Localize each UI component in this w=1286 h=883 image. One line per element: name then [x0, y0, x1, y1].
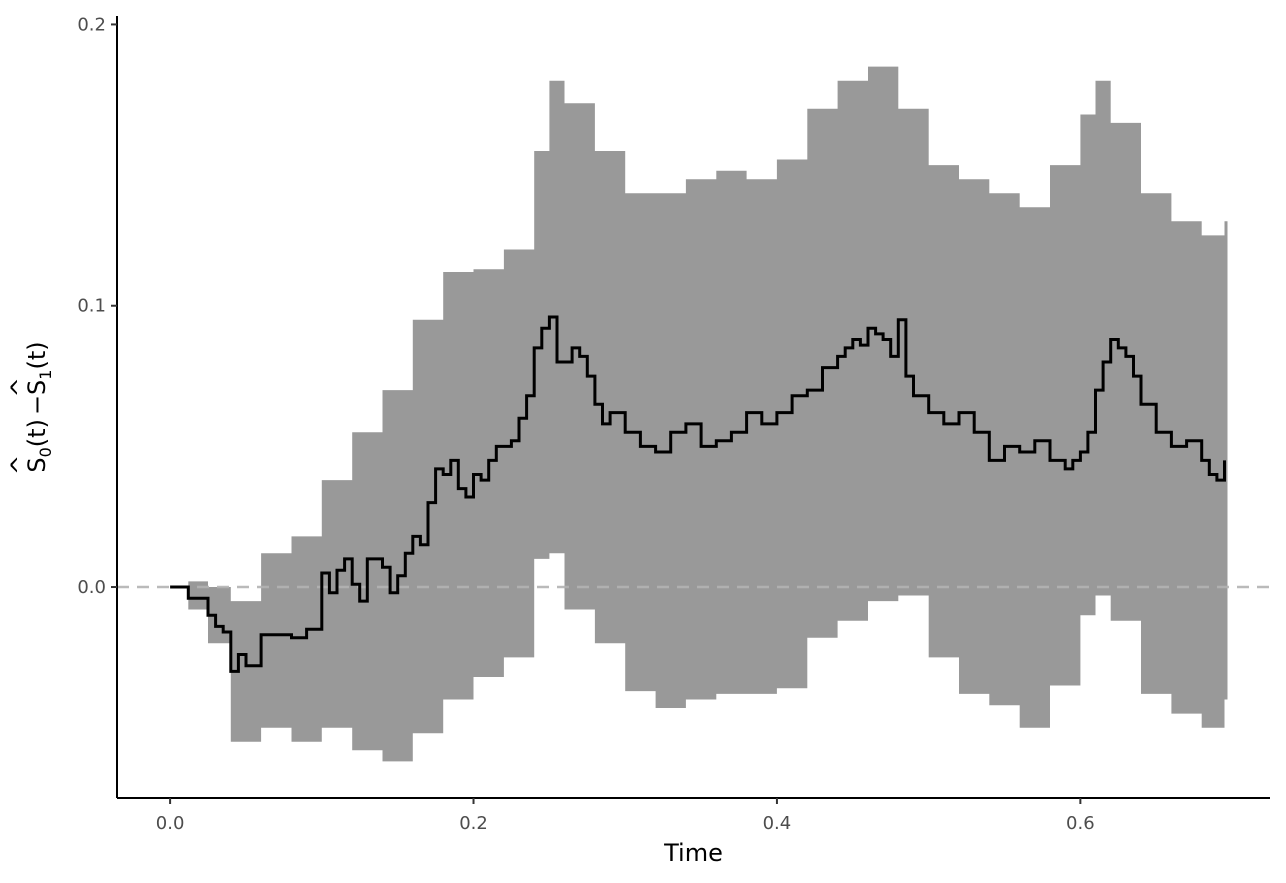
confidence-band-area	[170, 66, 1228, 762]
x-tick-label: 0.2	[459, 813, 488, 834]
y-title-sub1: 1	[36, 370, 55, 380]
y-axis-title: S0(t)−S1(t)	[23, 341, 55, 472]
y-title-s0: S	[23, 457, 51, 472]
y-title-s1: S	[23, 380, 51, 395]
y-title-hats: ^^	[6, 377, 34, 475]
estimate-path	[170, 315, 1226, 673]
y-title-minus: −	[23, 395, 51, 415]
y-tick-label: 0.1	[77, 296, 106, 317]
x-tick-label: 0.0	[156, 813, 185, 834]
x-tick-label: 0.4	[763, 813, 792, 834]
y-title-t0: (t)	[23, 419, 51, 447]
x-axis-title: Time	[663, 839, 723, 867]
y-title-hat: ^	[6, 377, 34, 397]
y-title-hat: ^	[6, 455, 34, 475]
y-title-t1: (t)	[23, 341, 51, 369]
estimate-step-line	[170, 315, 1226, 673]
y-tick-label: 0.0	[77, 577, 106, 598]
x-axis-ticks: 0.0 0.2 0.4 0.6	[156, 798, 1095, 834]
confidence-band	[170, 66, 1228, 762]
y-axis-ticks: 0.0 0.1 0.2	[77, 14, 117, 598]
x-tick-label: 0.6	[1066, 813, 1095, 834]
y-tick-label: 0.2	[77, 14, 106, 35]
y-title-sub0: 0	[36, 447, 55, 457]
axes	[116, 16, 1270, 799]
